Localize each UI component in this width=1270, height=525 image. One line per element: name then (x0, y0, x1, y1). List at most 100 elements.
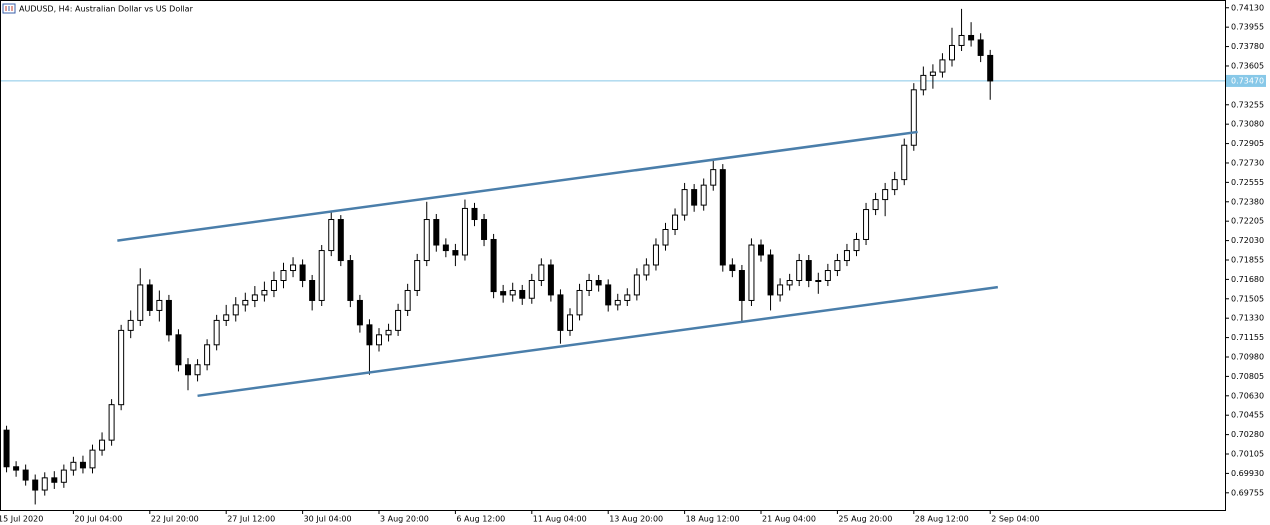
candle-body (356, 299, 363, 326)
candle-body (767, 254, 774, 296)
candle-body (223, 314, 230, 321)
y-tick-label: 0.73955 (1231, 23, 1264, 32)
y-tick-label: 0.70105 (1231, 450, 1264, 459)
candle-body (165, 299, 172, 336)
candle-body (471, 207, 478, 221)
candle-body (977, 39, 984, 56)
x-tick-label: 27 Jul 12:00 (227, 515, 275, 524)
candle-body (939, 59, 946, 73)
candle-body (968, 34, 975, 41)
y-tick-label: 0.70980 (1231, 353, 1264, 362)
candle-body (194, 364, 201, 376)
candle-body (738, 270, 745, 301)
candle-body (280, 270, 287, 281)
candle-body (805, 260, 812, 282)
candle-body (710, 169, 717, 186)
current-price-box (1226, 74, 1266, 87)
x-tick-label: 28 Aug 12:00 (915, 515, 969, 524)
candle-body (815, 280, 822, 282)
plot-area (1, 8, 1225, 505)
candle-body (614, 299, 621, 306)
candle-body (376, 334, 382, 346)
candle-body (538, 264, 545, 282)
candle-body (853, 238, 860, 252)
candle-body (681, 189, 688, 216)
candle-body (528, 280, 535, 299)
y-tick-label: 0.73255 (1231, 100, 1264, 109)
candle-body (576, 289, 583, 316)
candle-body (41, 477, 48, 491)
y-tick-label: 0.71330 (1231, 314, 1264, 323)
candle-body (251, 294, 258, 301)
candle-body (185, 364, 191, 376)
y-tick-label: 0.70630 (1231, 391, 1264, 400)
chart-title: AUDUSD, H4: Australian Dollar vs US Doll… (19, 5, 194, 14)
candle-body (366, 324, 373, 346)
y-tick-label: 0.70280 (1231, 430, 1264, 439)
y-tick-label: 0.70455 (1231, 411, 1264, 420)
candle-body (452, 250, 459, 256)
candle-body (22, 469, 29, 481)
candle-body (633, 274, 640, 296)
y-tick-label: 0.72730 (1231, 158, 1264, 167)
x-tick-label: 30 Jul 04:00 (304, 515, 352, 524)
trendline (117, 130, 918, 242)
candle-body (414, 260, 421, 291)
x-tick-label: 2 Sep 04:00 (991, 515, 1039, 524)
candle-body (901, 144, 908, 181)
candle-body (242, 299, 249, 306)
y-tick-label: 0.71155 (1231, 333, 1264, 342)
candle-body (547, 264, 554, 296)
candle-body (586, 280, 593, 291)
trendline (197, 285, 999, 398)
candle-body (843, 250, 850, 262)
candle-body (89, 449, 96, 469)
candle-body (509, 289, 516, 296)
candle-body (672, 214, 679, 231)
candle-body (385, 329, 392, 336)
candle-body (500, 291, 507, 296)
candle-body (442, 244, 449, 252)
candle-body (347, 260, 354, 301)
candle-body (557, 294, 564, 331)
candle-body (786, 280, 793, 286)
candle-body (213, 319, 220, 346)
candle-body (79, 461, 86, 469)
candle-body (700, 184, 707, 206)
candle-body (423, 219, 430, 262)
candle-body (891, 179, 898, 191)
y-tick-label: 0.69930 (1231, 469, 1264, 478)
candle-body (156, 299, 163, 311)
y-tick-label: 0.72380 (1231, 197, 1264, 206)
x-tick-label: 20 Jul 04:00 (74, 515, 122, 524)
y-tick-label: 0.71505 (1231, 294, 1264, 303)
y-tick-label: 0.72205 (1231, 217, 1264, 226)
candle-body (643, 264, 650, 276)
y-tick-label: 0.72555 (1231, 178, 1264, 187)
candle-body (719, 169, 726, 266)
x-tick-label: 22 Jul 20:00 (151, 515, 199, 524)
candle-body (318, 250, 325, 301)
candle-body (949, 44, 955, 61)
candle-body (404, 289, 411, 311)
candle-body (929, 71, 936, 76)
candle-body (777, 284, 784, 296)
x-tick-label: 15 Jul 2020 (0, 515, 43, 524)
candle-body (461, 207, 468, 256)
x-tick-label: 13 Aug 20:00 (609, 515, 663, 524)
candle-body (70, 461, 77, 471)
candle-body (652, 244, 659, 266)
candle-body (796, 260, 803, 282)
candle-body (958, 34, 965, 46)
candle-body (567, 314, 573, 331)
candle-body (395, 309, 402, 331)
candle-body (299, 264, 306, 282)
y-tick-label: 0.73780 (1231, 42, 1264, 51)
x-tick-label: 21 Aug 04:00 (762, 515, 816, 524)
candle-body (910, 89, 917, 146)
candle-body (60, 469, 67, 483)
candle-body (624, 294, 631, 301)
candle-body (51, 477, 58, 483)
candle-body (175, 334, 182, 366)
y-tick-label: 0.71855 (1231, 255, 1264, 264)
